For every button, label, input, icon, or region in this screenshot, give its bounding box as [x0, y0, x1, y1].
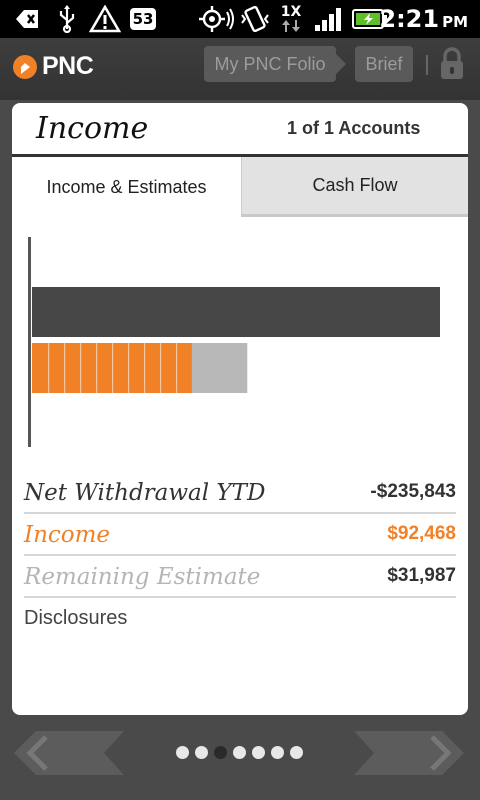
accounts-count[interactable]: 1 of 1 Accounts: [287, 118, 421, 138]
income-segment-divider: [63, 343, 66, 393]
page-dot[interactable]: [252, 746, 265, 759]
net-withdrawal-value: -$235,843: [370, 481, 456, 502]
remaining-estimate-value: $31,987: [387, 565, 456, 586]
network-type-icon: 1X: [276, 4, 306, 34]
vibrate-icon: [238, 4, 272, 34]
header-divider: [426, 55, 428, 75]
chart-bar-1-2: [191, 343, 248, 393]
income-segment-divider: [127, 343, 130, 393]
title-divider: [12, 154, 468, 157]
income-segment-divider: [95, 343, 98, 393]
income-segment-divider: [175, 343, 178, 393]
gps-icon: [196, 4, 236, 34]
income-segment-divider: [143, 343, 146, 393]
next-page-button[interactable]: [354, 731, 464, 775]
disclosures-link[interactable]: Disclosures: [24, 607, 128, 629]
income-label: Income: [24, 522, 111, 548]
income-segment-divider: [79, 343, 82, 393]
income-chart: [24, 233, 464, 453]
remaining-estimate-row: Remaining Estimate $31,987: [24, 556, 456, 598]
page-dot[interactable]: [195, 746, 208, 759]
income-chart-svg: [28, 237, 440, 447]
page-dot[interactable]: [214, 746, 227, 759]
pnc-logo-icon: [13, 54, 37, 79]
chevron-right-icon: [354, 731, 464, 775]
brief-button[interactable]: Brief: [355, 46, 413, 82]
chart-bar-0-0: [32, 287, 440, 337]
page-dot[interactable]: [290, 746, 303, 759]
usb-icon: [52, 4, 82, 34]
income-row: Income $92,468: [24, 514, 456, 556]
sd-card-icon: [12, 4, 42, 34]
breadcrumb-arrow: [336, 54, 346, 74]
income-segment-divider: [47, 343, 50, 393]
clock: 2:21 PM: [379, 5, 468, 33]
page-title: Income: [36, 111, 149, 146]
warning-icon: [88, 4, 122, 34]
tab-income-estimates[interactable]: Income & Estimates: [12, 157, 241, 217]
income-segment-divider: [159, 343, 162, 393]
net-withdrawal-row: Net Withdrawal YTD -$235,843: [24, 472, 456, 514]
my-pnc-folio-button[interactable]: My PNC Folio: [204, 46, 336, 82]
page-dot[interactable]: [271, 746, 284, 759]
remaining-estimate-label: Remaining Estimate: [24, 564, 261, 590]
battery-charging-icon: [352, 4, 388, 34]
signal-strength-icon: [312, 4, 346, 34]
income-value: $92,468: [387, 523, 456, 544]
previous-page-button[interactable]: [14, 731, 124, 775]
page-dot[interactable]: [176, 746, 189, 759]
tab-cash-flow[interactable]: Cash Flow: [241, 157, 468, 217]
chevron-left-icon: [14, 731, 124, 775]
income-card: Income 1 of 1 Accounts Income & Estimate…: [12, 103, 468, 715]
status-bar: 53 1X 2:21 PM: [0, 0, 480, 38]
income-segment-divider: [111, 343, 114, 393]
net-withdrawal-label: Net Withdrawal YTD: [24, 480, 266, 506]
battery-level-badge: 53: [126, 4, 160, 34]
page-indicator: [176, 746, 303, 759]
page-dot[interactable]: [233, 746, 246, 759]
lock-icon[interactable]: [438, 46, 466, 82]
pnc-logo: PNC: [12, 52, 94, 81]
chart-axis: [28, 237, 31, 447]
app-header: PNC My PNC Folio Brief: [0, 38, 480, 100]
